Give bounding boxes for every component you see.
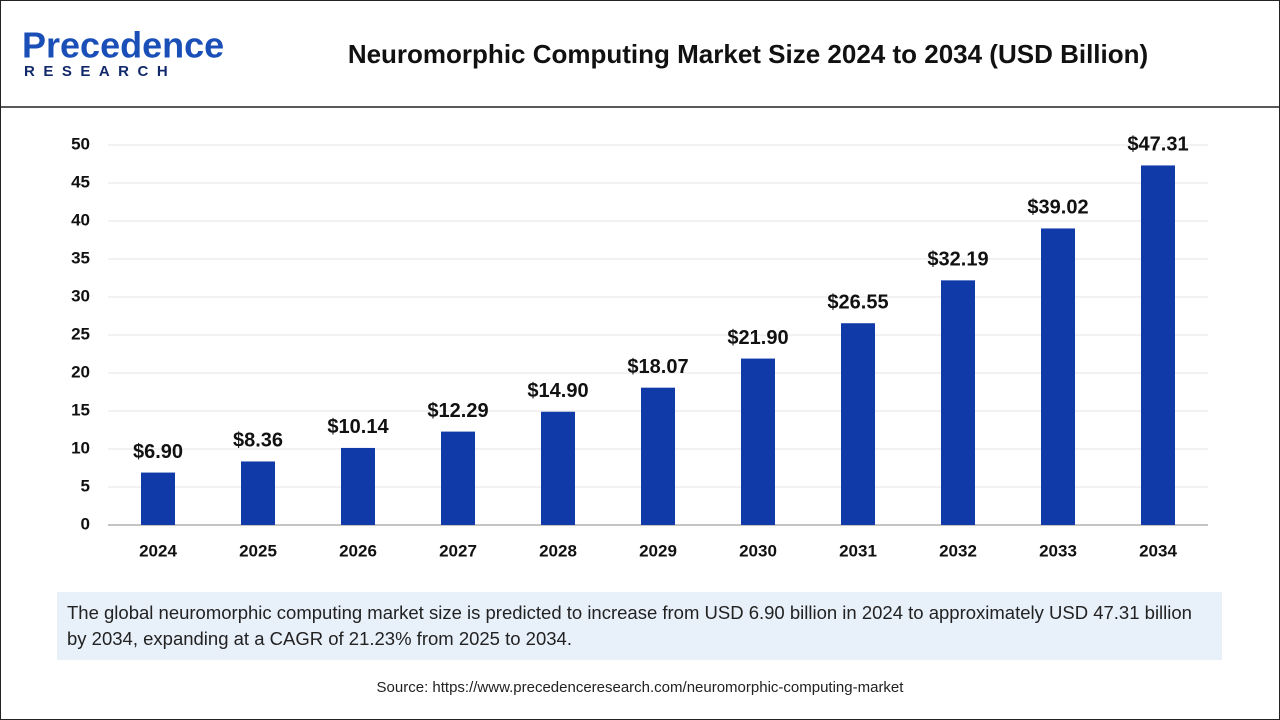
value-label: $10.14: [327, 416, 389, 438]
y-tick-label: 40: [71, 210, 90, 229]
bar: [441, 431, 475, 525]
bar: [841, 323, 875, 525]
x-tick-label: 2034: [1139, 541, 1177, 560]
bar: [941, 280, 975, 525]
bar: [341, 447, 375, 525]
x-tick-label: 2024: [139, 541, 177, 560]
bar: [641, 387, 675, 525]
chart-title: Neuromorphic Computing Market Size 2024 …: [348, 39, 1148, 69]
x-tick-label: 2029: [639, 541, 677, 560]
description: The global neuromorphic computing market…: [57, 592, 1222, 660]
source: Source: https://www.precedenceresearch.c…: [376, 679, 904, 696]
y-tick-label: 20: [71, 362, 90, 381]
y-tick-label: 10: [71, 438, 90, 457]
value-label: $14.90: [527, 380, 588, 402]
y-tick-label: 45: [71, 172, 90, 191]
x-tick-label: 2032: [939, 541, 977, 560]
bar: [1041, 228, 1075, 525]
x-tick-label: 2026: [339, 541, 377, 560]
x-tick-label: 2033: [1039, 541, 1077, 560]
y-tick-label: 0: [81, 514, 90, 533]
value-label: $6.90: [133, 441, 183, 463]
logo-name: Precedence: [22, 25, 224, 66]
value-label: $39.02: [1027, 197, 1088, 219]
value-label: $21.90: [727, 327, 788, 349]
x-tick-label: 2031: [839, 541, 877, 560]
value-label: $18.07: [627, 356, 688, 378]
logo-tagline: RESEARCH: [24, 63, 176, 80]
value-label: $32.19: [927, 249, 988, 271]
y-tick-label: 25: [71, 324, 90, 343]
bar: [141, 472, 175, 525]
bar: [1141, 165, 1175, 525]
y-tick-label: 15: [71, 400, 90, 419]
y-tick-label: 35: [71, 248, 90, 267]
x-tick-label: 2030: [739, 541, 777, 560]
bar: [541, 411, 575, 525]
x-tick-label: 2028: [539, 541, 577, 560]
bar: [741, 358, 775, 525]
x-tick-label: 2027: [439, 541, 477, 560]
x-tick-label: 2025: [239, 541, 277, 560]
value-label: $47.31: [1127, 134, 1188, 156]
value-label: $12.29: [427, 400, 488, 422]
y-tick-label: 30: [71, 286, 90, 305]
value-label: $8.36: [233, 430, 283, 452]
y-tick-label: 50: [71, 134, 90, 153]
value-label: $26.55: [827, 292, 888, 314]
y-tick-label: 5: [81, 476, 90, 495]
bar: [241, 461, 275, 525]
